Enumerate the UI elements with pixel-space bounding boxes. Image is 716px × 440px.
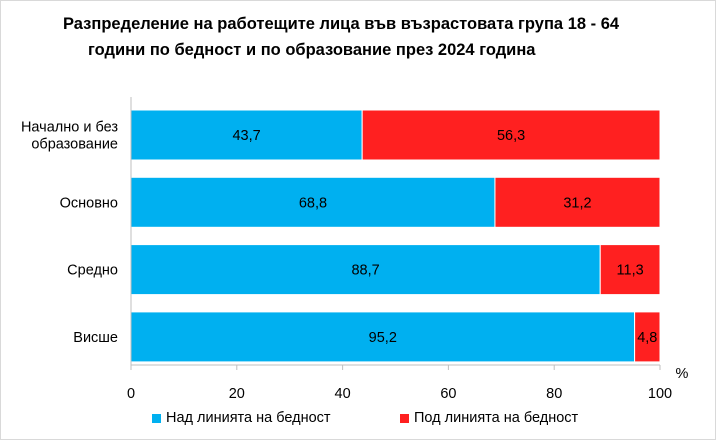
x-tick-label: 80 — [546, 386, 562, 402]
bar-above-poverty — [130, 176, 496, 228]
x-tick-label: 0 — [127, 386, 135, 402]
bar-below-poverty — [634, 311, 661, 363]
legend-item-below-poverty: Под линията на бедност — [400, 410, 578, 426]
bar-below-poverty — [494, 176, 661, 228]
legend-swatch-above-poverty — [152, 413, 161, 423]
category-label: Основно — [60, 195, 118, 211]
data-label: 43,7 — [232, 128, 260, 144]
category-label: образование — [31, 137, 118, 153]
category-label: Висше — [73, 330, 118, 346]
bar-below-poverty — [599, 244, 661, 296]
bar-above-poverty — [130, 244, 601, 296]
bar-below-poverty — [361, 109, 661, 161]
data-label: 4,8 — [637, 330, 657, 346]
bar-above-poverty — [130, 311, 636, 363]
chart-title-line-1: Разпределение на работещите лица във въз… — [63, 15, 620, 33]
legend-item-above-poverty: Над линията на бедност — [152, 410, 331, 426]
data-label: 95,2 — [369, 330, 397, 346]
x-axis-unit: % — [676, 366, 689, 382]
data-label: 31,2 — [563, 195, 591, 211]
x-tick-label: 60 — [440, 386, 456, 402]
x-tick-label: 100 — [648, 386, 672, 402]
chart-title-line-2: години по бедност и по образование през … — [88, 41, 536, 59]
data-label: 68,8 — [299, 195, 327, 211]
data-label: 56,3 — [497, 128, 525, 144]
data-label: 88,7 — [351, 263, 379, 279]
category-label: Средно — [67, 263, 118, 279]
legend-swatch-below-poverty — [400, 413, 409, 423]
x-tick-label: 40 — [335, 386, 351, 402]
category-label: Начално и без — [21, 120, 118, 136]
x-tick-label: 20 — [229, 386, 245, 402]
legend-label-above-poverty: Над линията на бедност — [166, 410, 331, 426]
legend-label-below-poverty: Под линията на бедност — [414, 410, 579, 426]
data-label: 11,3 — [617, 263, 644, 279]
